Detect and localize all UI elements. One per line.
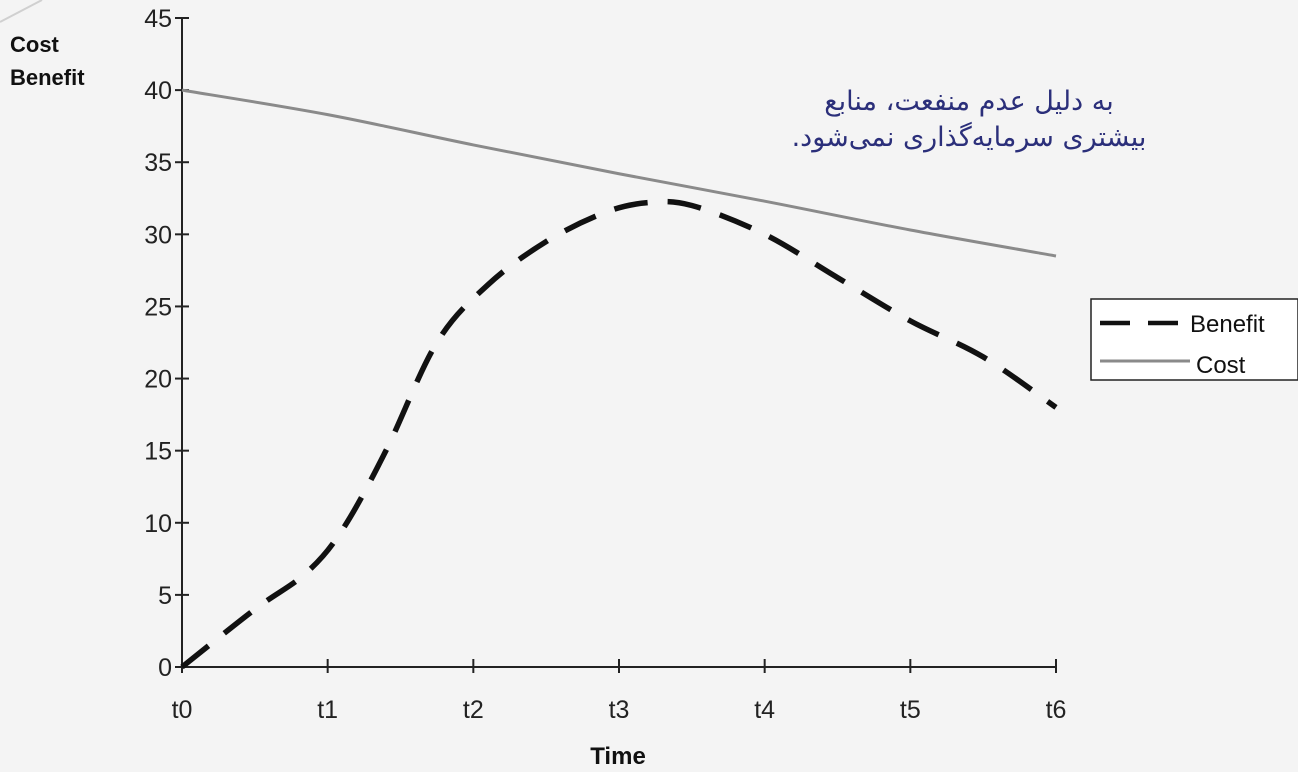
legend-box	[1090, 298, 1298, 381]
y-axis-label-benefit: Benefit	[10, 65, 85, 90]
y-tick-label: 5	[158, 582, 172, 610]
x-tick-label: t2	[463, 696, 484, 724]
legend: Benefit Cost	[1090, 298, 1298, 381]
annotation-text: به دلیل عدم منفعت، منابع بیشتری سرمایه‌گ…	[700, 84, 1238, 156]
legend-label-benefit: Benefit	[1190, 311, 1265, 338]
y-tick-label: 25	[144, 293, 172, 321]
y-tick-label: 45	[144, 5, 172, 33]
x-tick-label: t3	[609, 696, 630, 724]
y-tick-label: 20	[144, 366, 172, 394]
y-axis-label-cost: Cost	[10, 32, 60, 57]
axes: 0 5 10 15 20 25 30 35 40 45 t0 t1 t2 t3 t4 t5 t6	[144, 5, 1066, 724]
x-tick-label: t4	[754, 696, 775, 724]
y-tick-label: 30	[144, 221, 172, 249]
y-tick-label: 15	[144, 438, 172, 466]
legend-label-cost: Cost	[1196, 352, 1246, 379]
series-line-benefit	[180, 198, 1058, 670]
y-tick-label: 35	[144, 149, 172, 177]
corner-mark	[0, 0, 43, 23]
x-tick-label: t1	[317, 696, 338, 724]
annotation-line-1: به دلیل عدم منفعت، منابع	[824, 86, 1114, 117]
series-line-cost	[181, 88, 1057, 258]
series-layer	[180, 88, 1058, 670]
y-tick-label: 40	[144, 77, 172, 105]
y-tick-label: 10	[144, 510, 172, 538]
x-tick-label: t6	[1046, 696, 1067, 724]
x-axis-label: Time	[590, 743, 646, 770]
y-tick-label: 0	[158, 654, 172, 682]
annotation-line-2: بیشتری سرمایه‌گذاری نمی‌شود.	[791, 122, 1147, 153]
x-tick-label: t5	[900, 696, 921, 724]
x-tick-label: t0	[172, 696, 193, 724]
